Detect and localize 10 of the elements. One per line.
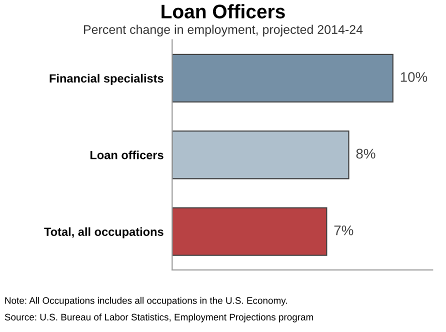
source-note: Source: U.S. Bureau of Labor Statistics, Employment Projections program [4, 314, 314, 322]
y-tick-label: Loan officers [90, 150, 164, 160]
y-tick-label: Total, all occupations [44, 227, 164, 238]
data-label: 10% [400, 72, 428, 82]
text: Note: All Occupations includes all occupations in the U.S. Economy. [5, 296, 287, 306]
data-label: 7% [334, 226, 354, 236]
data-label: 8% [356, 148, 376, 159]
y-tick-label: Financial specialists [50, 74, 164, 85]
chart-title: Loan Officers [162, 4, 285, 18]
chart-subtitle: Percent change in employment, projected 2014-24 [84, 24, 363, 36]
